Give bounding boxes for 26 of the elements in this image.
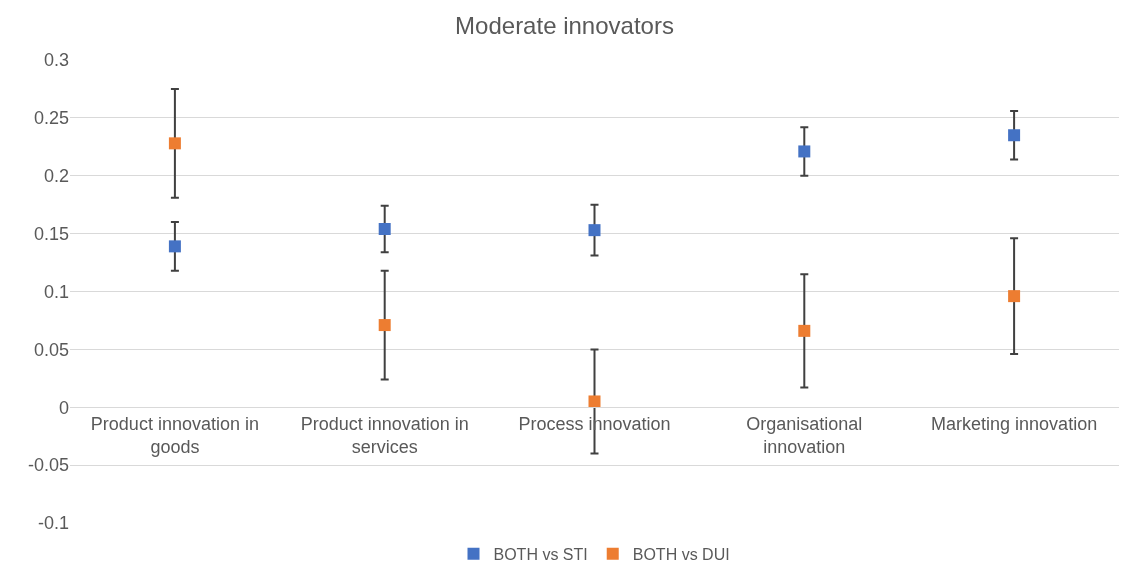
x-tick-label: Organisational innovation <box>746 413 863 458</box>
y-tick-label: 0.1 <box>43 281 69 302</box>
legend-label: BOTH vs DUI <box>632 546 730 564</box>
y-tick-label: -0.1 <box>37 513 69 534</box>
x-tick-label: Product innovation in services <box>300 413 469 458</box>
y-tick-label: 0.2 <box>43 166 69 187</box>
point <box>798 324 811 337</box>
chart-title: Moderate innovators <box>455 12 674 40</box>
point <box>168 240 181 253</box>
point <box>1008 290 1021 303</box>
point <box>1008 129 1021 142</box>
y-tick-label: 0.25 <box>33 108 69 129</box>
y-tick-label: 0.05 <box>33 339 69 360</box>
point <box>378 223 391 235</box>
x-tick-label: Product innovation in goods <box>90 413 259 458</box>
x-tick-label: Marketing innovation <box>931 413 1098 434</box>
point <box>588 395 601 408</box>
y-tick-label: -0.05 <box>27 455 69 476</box>
point <box>168 137 181 150</box>
y-tick-label: 0 <box>58 397 69 418</box>
point <box>588 224 601 237</box>
point <box>798 145 811 158</box>
y-tick-label: 0.15 <box>33 223 69 244</box>
legend-label: BOTH vs STI <box>493 546 588 564</box>
point <box>378 319 391 332</box>
y-tick-label: 0.3 <box>43 50 69 71</box>
